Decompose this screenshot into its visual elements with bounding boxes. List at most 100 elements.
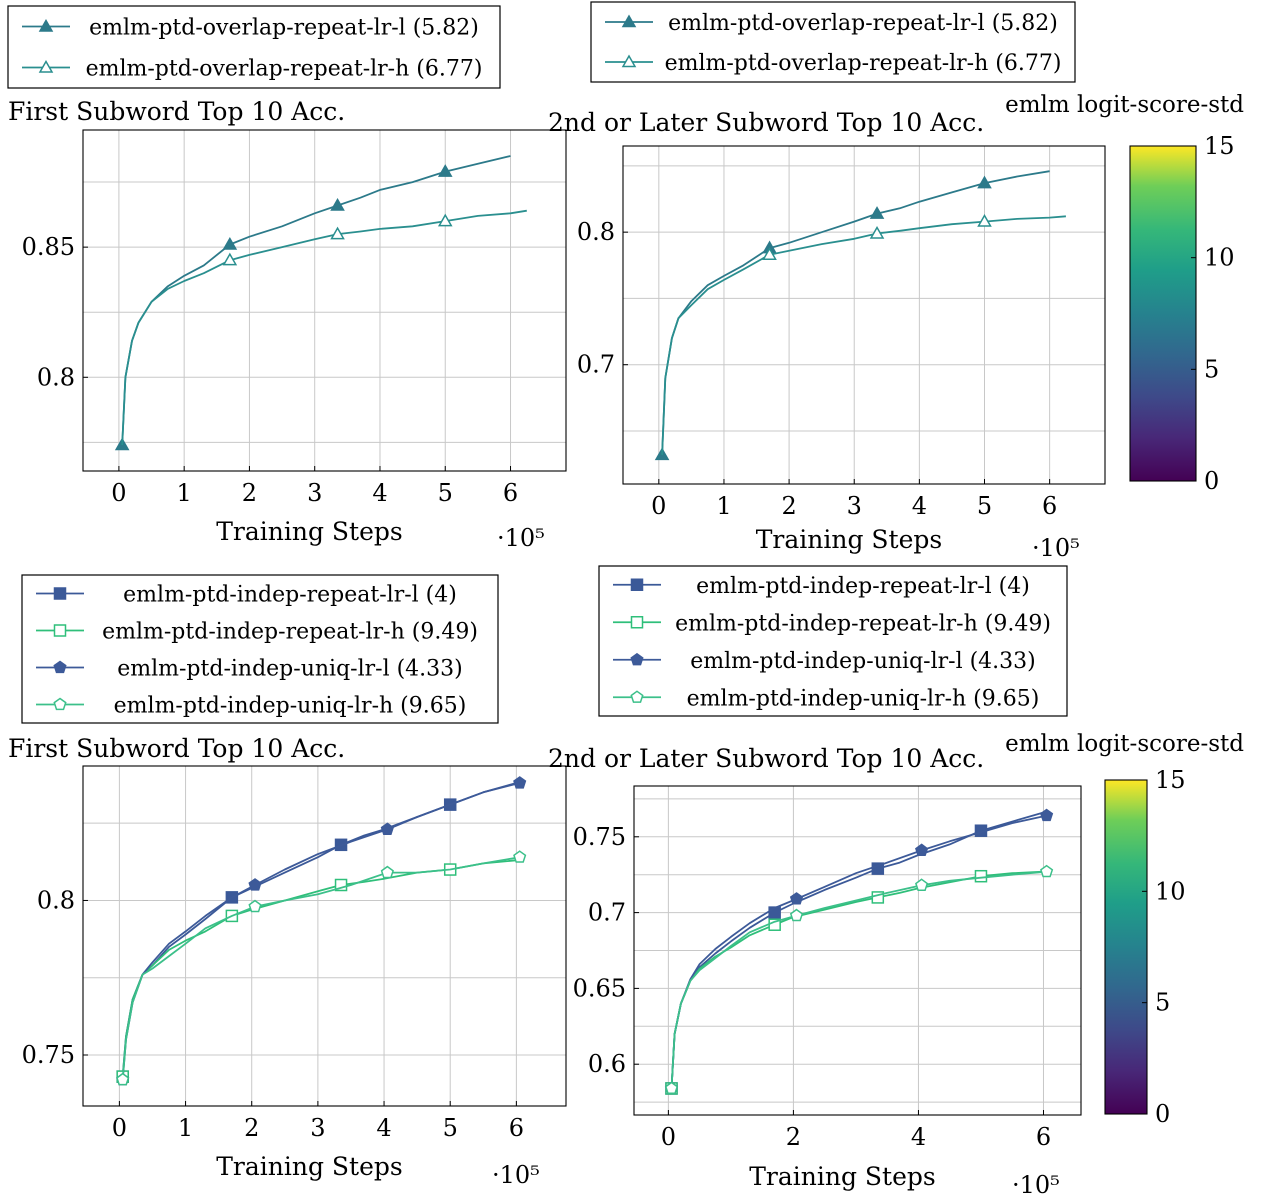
x-tick-label: 6: [509, 1114, 524, 1142]
legend-swatch-marker: [630, 578, 644, 591]
x-tick-label: 0: [111, 479, 126, 507]
y-tick-label: 0.7: [588, 899, 626, 927]
y-tick-label: 0.6: [588, 1050, 626, 1078]
x-tick-label: 2: [242, 479, 257, 507]
colorbar-gradient: [1129, 145, 1197, 482]
series-marker: [789, 892, 804, 905]
plot-frame: [82, 765, 567, 1107]
legend-entry-label: emlm-ptd-overlap-repeat-lr-h (6.77): [665, 51, 1062, 76]
series-marker: [380, 822, 394, 835]
series-marker: [1040, 864, 1054, 878]
series-line: [670, 870, 1044, 1089]
legend-entry-label: emlm-ptd-indep-uniq-lr-l (4.33): [117, 657, 463, 682]
series-marker: [869, 206, 885, 219]
legend-swatch-marker: [38, 18, 54, 32]
colorbar-gradient: [1104, 779, 1148, 1115]
chart-title: 2nd or Later Subword Top 10 Acc.: [548, 744, 984, 773]
legend-3: emlm-ptd-indep-repeat-lr-l (4) emlm-ptd-i…: [21, 574, 499, 724]
legend-entry-label: emlm-ptd-overlap-repeat-lr-l (5.82): [89, 16, 479, 41]
y-tick-label: 0.75: [573, 823, 626, 851]
series-marker: [222, 237, 238, 250]
y-tick-label: 0.8: [37, 886, 75, 914]
x-tick-label: 6: [1042, 492, 1057, 520]
series-line: [661, 215, 1066, 455]
series-marker: [664, 1081, 679, 1095]
series-line: [670, 814, 1047, 1089]
x-tick-label: 0: [112, 1114, 127, 1142]
legend-swatch-marker: [630, 690, 644, 703]
chart-3: 0 1 2 3 4 5 6 0.75 0.8 First Subword Top 10 Acc. T…: [8, 734, 567, 1189]
series-marker: [248, 878, 262, 891]
x-axis-multiplier: ·10⁵: [492, 1161, 540, 1189]
legend-1: emlm-ptd-overlap-repeat-lr-l (5.82) emlm-…: [7, 5, 501, 89]
legend-2: emlm-ptd-overlap-repeat-lr-l (5.82) emlm-…: [590, 1, 1076, 83]
series-marker: [116, 1072, 130, 1086]
legend-swatch-marker: [53, 660, 67, 674]
chart-title: 2nd or Later Subword Top 10 Acc.: [548, 108, 984, 137]
series-marker: [915, 843, 929, 857]
series-marker: [330, 197, 345, 211]
series-marker: [513, 850, 527, 863]
series-marker: [762, 247, 777, 260]
x-axis-label: Training Steps: [749, 1162, 935, 1191]
colorbar-label: emlm logit-score-std: [1005, 731, 1244, 757]
series-line: [661, 170, 1050, 455]
series-line: [121, 856, 520, 1080]
x-tick-label: 5: [438, 479, 453, 507]
x-axis-label: Training Steps: [756, 525, 942, 554]
colorbar-label: emlm logit-score-std: [1005, 92, 1244, 118]
series-marker: [789, 908, 804, 922]
colorbar-tick-label: 0: [1155, 1100, 1170, 1128]
x-tick-label: 1: [716, 492, 731, 520]
legend-entry-label: emlm-ptd-indep-repeat-lr-h (9.49): [102, 620, 478, 645]
y-tick-label: 0.85: [22, 233, 75, 261]
legend-box: [590, 1, 1076, 83]
series-marker: [437, 213, 453, 227]
series-marker: [380, 865, 394, 879]
plot-frame: [633, 785, 1082, 1116]
x-tick-label: 0: [651, 492, 666, 520]
legend-entry-label: emlm-ptd-indep-repeat-lr-l (4): [123, 583, 457, 608]
y-tick-label: 0.75: [22, 1041, 75, 1069]
legend-swatch-marker: [38, 59, 54, 73]
legend-entry-label: emlm-ptd-overlap-repeat-lr-l (5.82): [668, 11, 1058, 36]
legend-entry-label: emlm-ptd-indep-uniq-lr-h (9.65): [114, 694, 467, 719]
x-tick-label: 2: [781, 492, 796, 520]
colorbar-tick-label: 5: [1155, 989, 1170, 1017]
series-marker: [869, 225, 885, 239]
plot-frame: [622, 145, 1106, 485]
legend-swatch-marker: [630, 616, 644, 629]
legend-entry-label: emlm-ptd-indep-uniq-lr-h (9.65): [687, 686, 1040, 711]
chart-1: 0 1 2 3 4 5 6 0.8 0.85 First Subword Top 10 Acc. T…: [8, 97, 567, 552]
colorbar-2: 0 5 10 15 emlm logit-score-std: [1005, 731, 1244, 1128]
x-tick-label: 6: [1036, 1123, 1051, 1151]
legend-swatch-marker: [630, 652, 644, 666]
series-marker: [977, 214, 992, 227]
colorbar-tick-label: 10: [1204, 244, 1235, 272]
x-tick-label: 5: [443, 1114, 458, 1142]
legend-entry-label: emlm-ptd-overlap-repeat-lr-h (6.77): [86, 57, 483, 82]
legend-box: [7, 5, 501, 89]
chart-4: 0 2 4 6 0.6 0.65 0.7 0.75 2nd or Later Subword T…: [548, 744, 1082, 1196]
colorbar-tick-label: 10: [1155, 877, 1186, 905]
y-tick-label: 0.8: [37, 363, 75, 391]
x-axis-multiplier: ·10⁵: [1012, 1171, 1060, 1196]
legend-entry-label: emlm-ptd-indep-uniq-lr-l (4.33): [690, 649, 1036, 674]
x-axis-multiplier: ·10⁵: [1032, 534, 1080, 562]
legend-box: [598, 565, 1068, 717]
legend-4: emlm-ptd-indep-repeat-lr-l (4) emlm-ptd-i…: [598, 565, 1068, 717]
x-axis-label: Training Steps: [216, 1152, 402, 1181]
legend-swatch-marker: [53, 697, 67, 711]
x-tick-label: 3: [307, 479, 322, 507]
legend-swatch-marker: [53, 624, 67, 637]
x-tick-label: 3: [847, 492, 862, 520]
x-axis-label: Training Steps: [216, 517, 402, 546]
x-axis-multiplier: ·10⁵: [497, 524, 545, 552]
series-marker: [248, 899, 262, 913]
x-tick-label: 4: [911, 1123, 926, 1151]
colorbar-tick-label: 15: [1204, 132, 1235, 160]
series-line: [121, 856, 521, 1077]
chart-title: First Subword Top 10 Acc.: [8, 97, 345, 126]
series-line: [121, 782, 520, 1080]
